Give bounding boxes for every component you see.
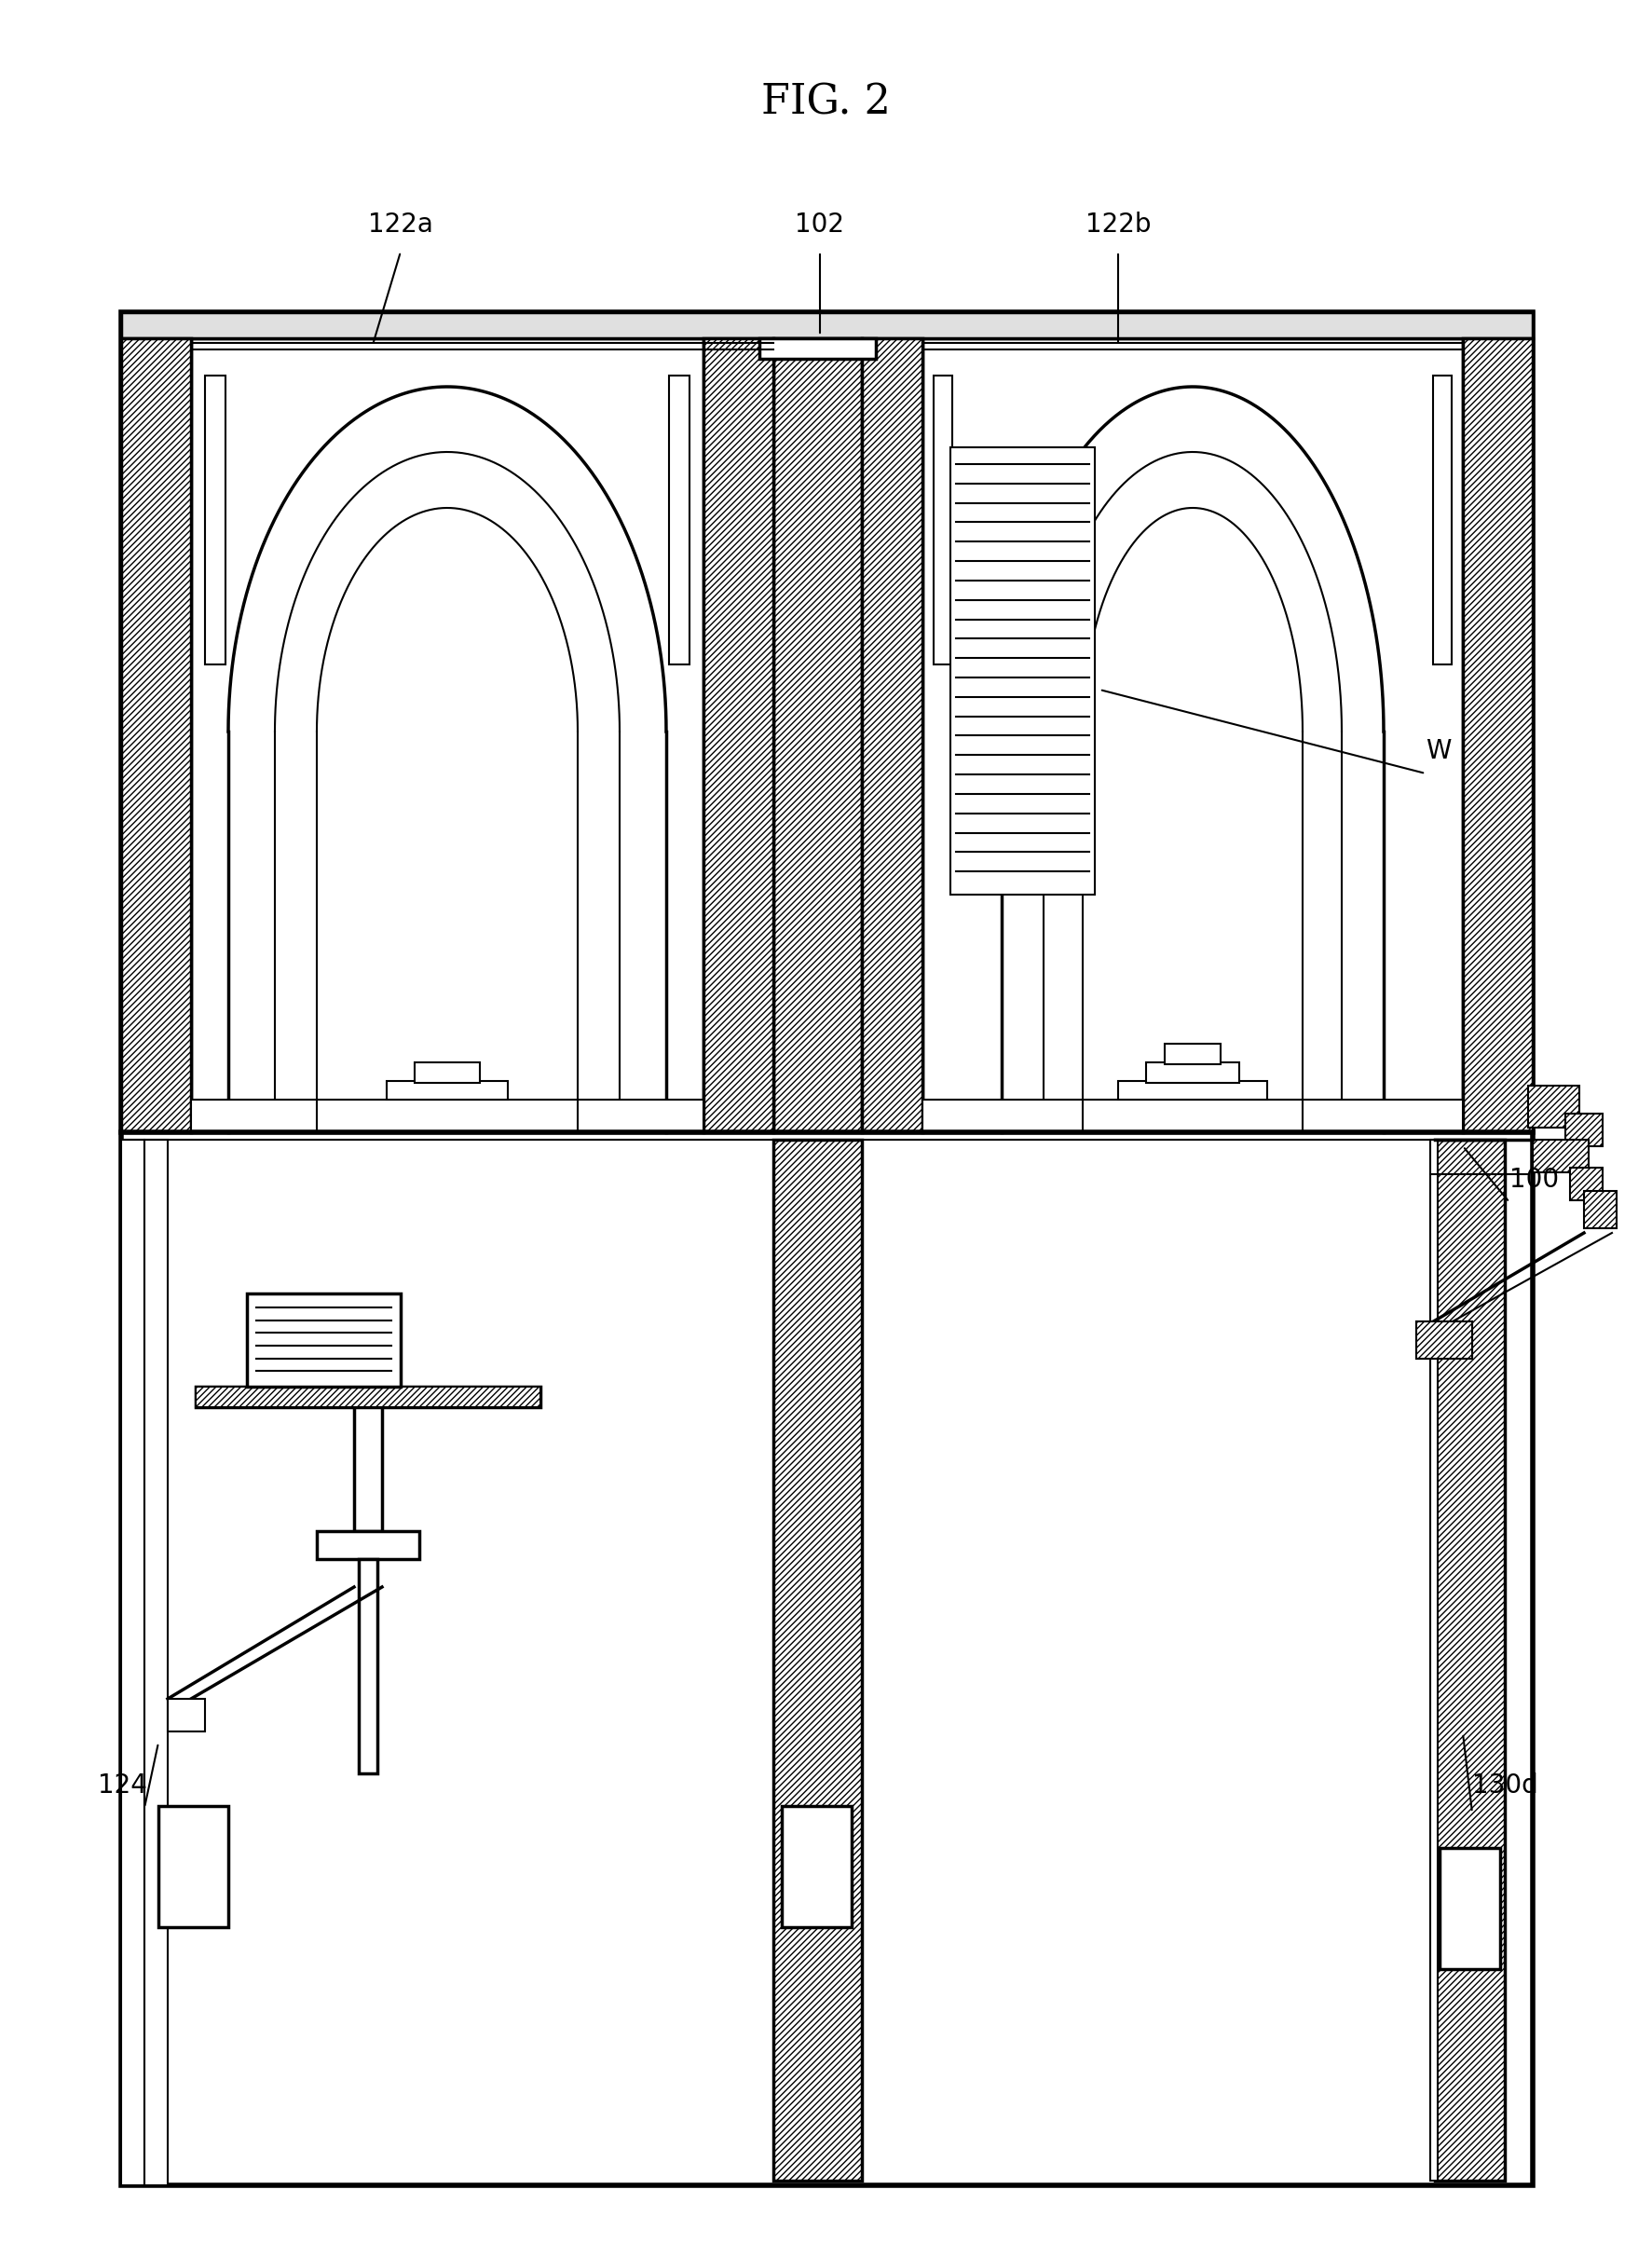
- Bar: [862, 339, 922, 1133]
- Bar: [195, 1387, 540, 1407]
- Bar: [192, 339, 704, 1133]
- Bar: [192, 1100, 704, 1133]
- Bar: [1416, 1322, 1472, 1358]
- Bar: [773, 1140, 862, 2181]
- Bar: [1528, 1086, 1579, 1126]
- Bar: [387, 1082, 507, 1100]
- Bar: [1431, 1140, 1437, 2181]
- Bar: [760, 339, 876, 359]
- Bar: [159, 1806, 228, 1928]
- Bar: [773, 339, 862, 1133]
- Bar: [922, 1100, 1464, 1133]
- Bar: [1146, 1061, 1239, 1084]
- Bar: [317, 1530, 420, 1560]
- Bar: [669, 375, 689, 664]
- Bar: [205, 375, 225, 664]
- Bar: [950, 447, 1095, 895]
- Bar: [246, 1293, 401, 1387]
- Bar: [1432, 375, 1452, 664]
- Bar: [704, 339, 773, 1133]
- Text: 122b: 122b: [1085, 211, 1151, 238]
- Bar: [933, 375, 952, 664]
- Bar: [922, 339, 1464, 1133]
- Bar: [1165, 1043, 1221, 1064]
- Text: 130d: 130d: [1472, 1773, 1538, 1797]
- Text: FIG. 2: FIG. 2: [762, 83, 890, 123]
- Bar: [1533, 1140, 1589, 1171]
- Bar: [358, 1560, 377, 1773]
- Bar: [1569, 1167, 1602, 1201]
- Bar: [1439, 1849, 1500, 1968]
- Bar: [415, 1061, 479, 1084]
- Bar: [1464, 339, 1533, 1133]
- Bar: [1584, 1192, 1617, 1227]
- Bar: [1416, 1322, 1472, 1358]
- Text: 124: 124: [97, 1773, 147, 1797]
- Bar: [121, 312, 1533, 339]
- Text: 102: 102: [795, 211, 844, 238]
- Bar: [144, 1140, 169, 2186]
- Text: 122a: 122a: [368, 211, 433, 238]
- Bar: [1566, 1113, 1602, 1147]
- Bar: [121, 339, 192, 1133]
- Bar: [1436, 1140, 1505, 2181]
- Text: 100: 100: [1510, 1167, 1559, 1194]
- Bar: [354, 1407, 382, 1530]
- Bar: [169, 1699, 205, 1732]
- Bar: [1118, 1082, 1267, 1100]
- Text: W: W: [1426, 738, 1450, 765]
- Bar: [781, 1806, 852, 1928]
- Bar: [195, 1387, 540, 1407]
- Bar: [121, 312, 1533, 2186]
- Bar: [121, 1140, 144, 2186]
